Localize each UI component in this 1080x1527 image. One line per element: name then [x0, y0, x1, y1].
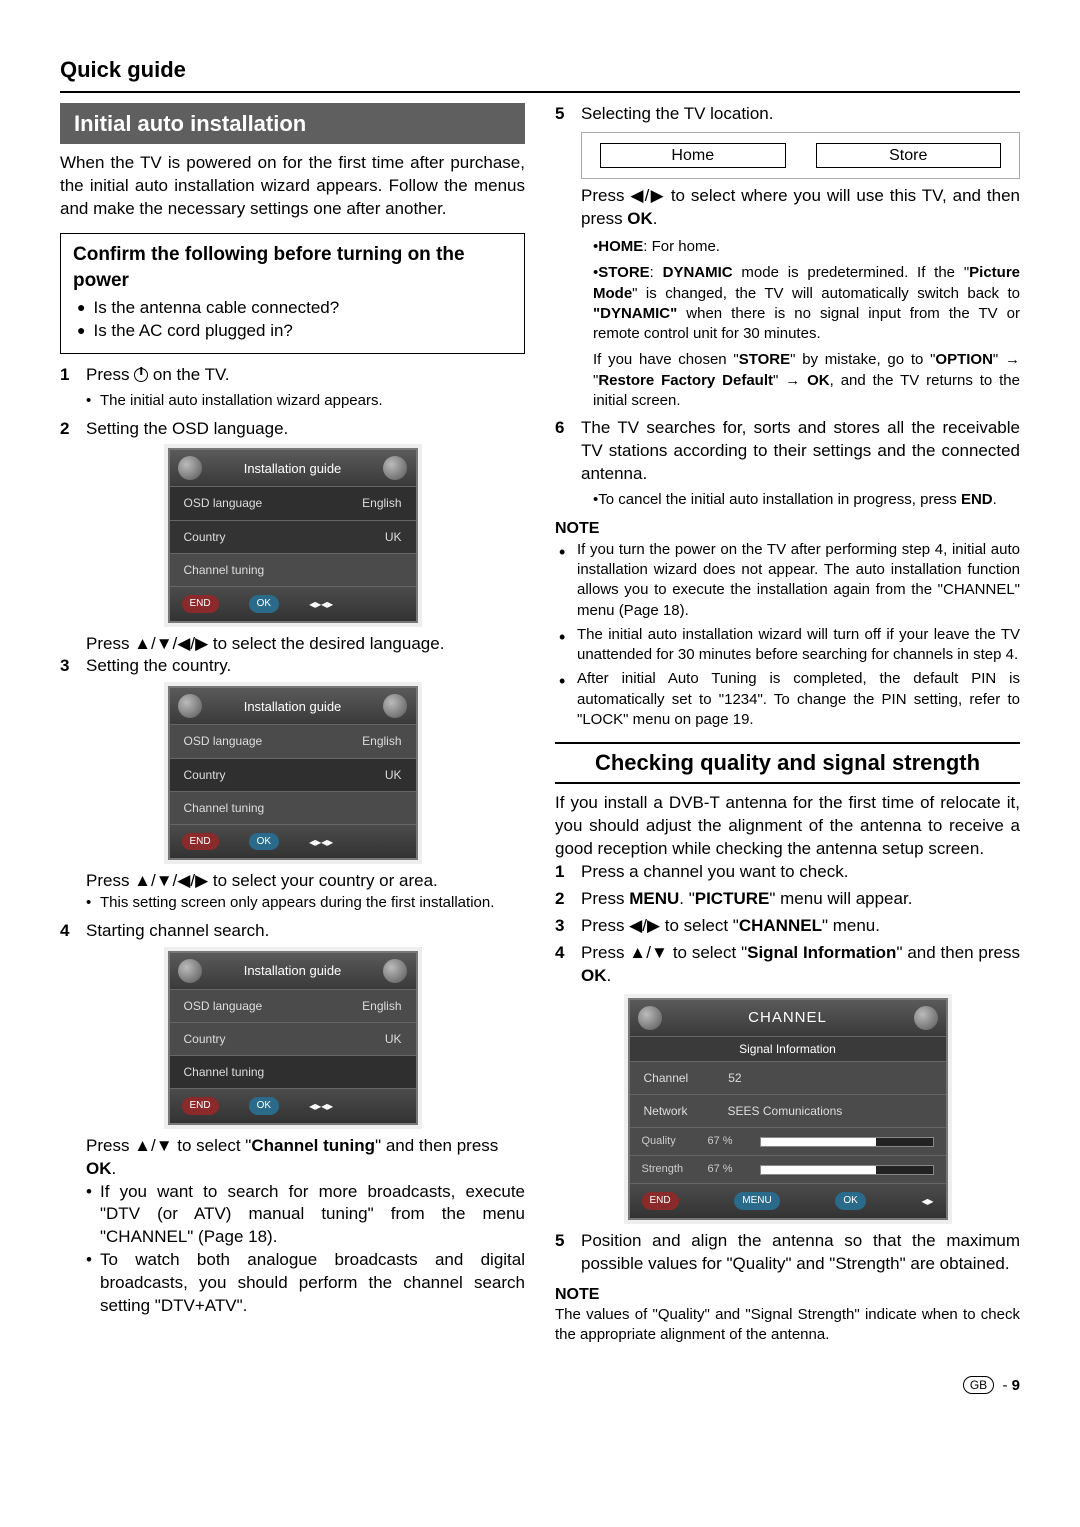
osd-title: Installation guide — [244, 962, 342, 980]
osd-section: Signal Information — [630, 1036, 946, 1061]
ok-pill: OK — [249, 1097, 279, 1115]
step1-sub: The initial auto installation wizard app… — [60, 391, 525, 411]
cstep-4: 4 Press ▲/▼ to select "Signal Informatio… — [555, 942, 1020, 988]
confirm-box: Confirm the following before turning on … — [60, 233, 525, 354]
osd-title: Installation guide — [244, 698, 342, 716]
confirm-list: Is the antenna cable connected? Is the A… — [73, 297, 512, 343]
section-header-install: Initial auto installation — [60, 103, 525, 145]
osd-screenshot-3: Installation guide OSD languageEnglish C… — [168, 951, 418, 1125]
intro-text: When the TV is powered on for the first … — [60, 152, 525, 221]
step-1: 1 Press on the TV. — [60, 364, 525, 387]
osd-corner-icon — [638, 1006, 662, 1030]
left-column: Initial auto installation When the TV is… — [60, 103, 525, 1346]
power-icon — [134, 368, 148, 382]
note2-text: The values of "Quality" and "Signal Stre… — [555, 1305, 1020, 1346]
note-title: NOTE — [555, 518, 1020, 540]
step2-post: Press ▲/▼/◀/▶ to select the desired lang… — [60, 633, 525, 656]
step3-sub: This setting screen only appears during … — [60, 893, 525, 913]
end-pill: END — [182, 1097, 219, 1115]
check-intro: If you install a DVB-T antenna for the f… — [555, 792, 1020, 861]
step5-post: Press ◀/▶ to select where you will use t… — [555, 185, 1020, 231]
step-5: 5 Selecting the TV location. — [555, 103, 1020, 126]
osd-title: CHANNEL — [748, 1008, 827, 1028]
store-box: Store — [816, 143, 1002, 169]
confirm-title: Confirm the following before turning on … — [73, 242, 512, 293]
store-line: •STORE: DYNAMIC mode is predetermined. I… — [555, 263, 1020, 344]
ok-pill: OK — [835, 1192, 865, 1210]
nav-arrows-icon: ◂▸ — [921, 1193, 933, 1209]
cstep-3: 3 Press ◀/▶ to select "CHANNEL" menu. — [555, 915, 1020, 938]
step6-sub: •To cancel the initial auto installation… — [555, 490, 1020, 510]
location-boxes: Home Store — [581, 132, 1020, 180]
home-line: •HOME: For home. — [555, 237, 1020, 257]
quality-bar-fill — [761, 1138, 876, 1146]
page-footer: GB - 9 — [60, 1376, 1020, 1396]
step3-post: Press ▲/▼/◀/▶ to select your country or … — [60, 870, 525, 893]
quality-row: Quality 67 % — [630, 1127, 946, 1155]
signal-osd: CHANNEL Signal Information Channel52 Net… — [628, 998, 948, 1220]
ok-pill: OK — [249, 833, 279, 851]
osd-corner-icon — [178, 959, 202, 983]
osd-corner-icon — [383, 456, 407, 480]
cstep-1: 1 Press a channel you want to check. — [555, 861, 1020, 884]
step4-bullets: If you want to search for more broadcast… — [60, 1181, 525, 1319]
step1-text-b: on the TV. — [148, 365, 229, 384]
region-badge: GB — [963, 1376, 994, 1394]
step-3: 3 Setting the country. — [60, 655, 525, 678]
page-title: Quick guide — [60, 55, 1020, 85]
cstep-2: 2 Press MENU. "PICTURE" menu will appear… — [555, 888, 1020, 911]
nav-arrows-icon: ◂▸◂▸ — [309, 596, 333, 612]
step4-post: Press ▲/▼ to select "Channel tuning" and… — [60, 1135, 525, 1181]
right-column: 5 Selecting the TV location. Home Store … — [555, 103, 1020, 1346]
end-pill: END — [642, 1192, 679, 1210]
osd-screenshot-2: Installation guide OSD languageEnglish C… — [168, 686, 418, 860]
nav-arrows-icon: ◂▸◂▸ — [309, 1098, 333, 1114]
step1-text-a: Press — [86, 365, 134, 384]
sub-header-signal: Checking quality and signal strength — [555, 742, 1020, 784]
ok-pill: OK — [249, 595, 279, 613]
strength-bar-fill — [761, 1166, 876, 1174]
osd-corner-icon — [383, 959, 407, 983]
note-title-2: NOTE — [555, 1284, 1020, 1306]
osd-corner-icon — [383, 694, 407, 718]
confirm-item: Is the AC cord plugged in? — [77, 320, 512, 343]
osd-title: Installation guide — [244, 460, 342, 478]
step-6: 6 The TV searches for, sorts and stores … — [555, 417, 1020, 486]
divider — [60, 91, 1020, 93]
store-mistake: If you have chosen "STORE" by mistake, g… — [555, 350, 1020, 411]
end-pill: END — [182, 833, 219, 851]
step-2: 2 Setting the OSD language. — [60, 418, 525, 441]
cstep-5: 5 Position and align the antenna so that… — [555, 1230, 1020, 1276]
note-bullets: If you turn the power on the TV after pe… — [555, 540, 1020, 730]
step-4: 4 Starting channel search. — [60, 920, 525, 943]
nav-arrows-icon: ◂▸◂▸ — [309, 834, 333, 850]
osd-corner-icon — [178, 694, 202, 718]
end-pill: END — [182, 595, 219, 613]
menu-pill: MENU — [734, 1192, 779, 1210]
two-column-layout: Initial auto installation When the TV is… — [60, 103, 1020, 1346]
home-box: Home — [600, 143, 786, 169]
osd-screenshot-1: Installation guide OSD languageEnglish C… — [168, 448, 418, 622]
confirm-item: Is the antenna cable connected? — [77, 297, 512, 320]
strength-row: Strength 67 % — [630, 1155, 946, 1183]
page-number: 9 — [1012, 1377, 1020, 1394]
osd-corner-icon — [914, 1006, 938, 1030]
osd-corner-icon — [178, 456, 202, 480]
